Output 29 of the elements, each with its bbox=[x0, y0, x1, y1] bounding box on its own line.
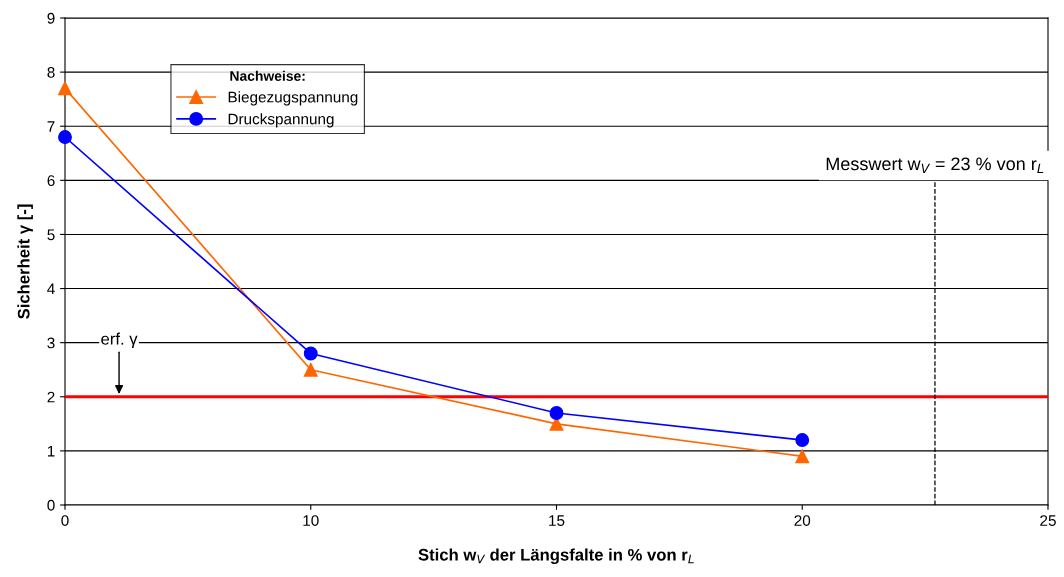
x-tick-label: 20 bbox=[794, 515, 811, 526]
point bbox=[795, 449, 810, 464]
y-tick-label: 8 bbox=[47, 66, 55, 78]
y-tick-label: 7 bbox=[47, 121, 55, 132]
annotation: Messwert w$_{V}$ = 23 % von r$_{L}$ bbox=[826, 157, 1044, 174]
y-tick-label: 3 bbox=[47, 337, 55, 349]
legend-label: Druckspannung bbox=[228, 113, 334, 128]
legend-label: Biegezugspannung bbox=[228, 91, 358, 106]
y-tick-label: 5 bbox=[47, 229, 55, 241]
point bbox=[549, 406, 564, 420]
legend-title: Nachweise: bbox=[230, 70, 305, 81]
ref-line-label: erf. γ bbox=[101, 332, 138, 349]
x-tick-label: 25 bbox=[1040, 515, 1056, 526]
point bbox=[303, 362, 318, 377]
y-tick-label: 6 bbox=[47, 175, 55, 187]
point bbox=[303, 346, 318, 361]
x-axis-title: Stich w$_{V}$ der Längsfalte in % von r$_{L}$ bbox=[418, 548, 694, 565]
point bbox=[795, 433, 810, 448]
point bbox=[58, 81, 72, 96]
y-axis-title: Sicherheit γ [-] bbox=[17, 204, 33, 319]
y-tick-label: 0 bbox=[47, 499, 55, 511]
x-tick-label: 10 bbox=[303, 515, 319, 526]
y-tick-label: 4 bbox=[47, 283, 55, 295]
point bbox=[58, 130, 72, 144]
x-tick-label: 0 bbox=[61, 515, 69, 526]
y-tick-label: 1 bbox=[47, 445, 55, 457]
y-tick-label: 9 bbox=[47, 12, 55, 24]
x-tick-label: 15 bbox=[549, 515, 565, 526]
y-tick-label: 2 bbox=[47, 391, 55, 403]
